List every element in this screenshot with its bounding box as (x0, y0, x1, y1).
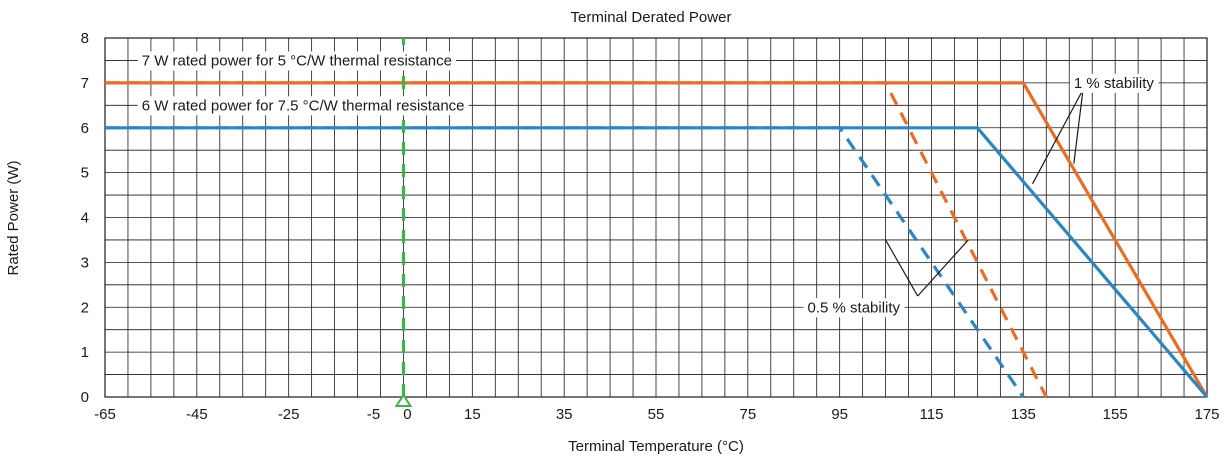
x-tick-label: 95 (831, 406, 848, 423)
annotation-label: 1 % stability (1074, 75, 1155, 92)
x-tick-label: 175 (1194, 406, 1219, 423)
x-tick-label: -25 (278, 406, 300, 423)
x-tick-label: 15 (464, 406, 481, 423)
temperature-marker-icon (394, 393, 413, 407)
annotation-background (137, 51, 457, 71)
series-group (105, 38, 1209, 407)
annotation-label: 7 W rated power for 5 °C/W thermal resis… (142, 52, 452, 69)
x-axis-label: Terminal Temperature (°C) (568, 438, 744, 455)
x-tick-label: 135 (1011, 406, 1036, 423)
annotation-background (803, 298, 905, 318)
grid (104, 37, 1208, 398)
x-tick-label: -5 (367, 406, 380, 423)
x-tick-label: -45 (186, 406, 208, 423)
annotations: 7 W rated power for 5 °C/W thermal resis… (137, 51, 1159, 318)
annotation-pointer (1073, 89, 1084, 164)
y-tick-label: 6 (81, 120, 89, 137)
annotation-pointer (1031, 89, 1084, 185)
annotation-background (1069, 73, 1159, 93)
annotation-label: 6 W rated power for 7.5 °C/W thermal res… (142, 97, 465, 114)
annotation-label: 0.5 % stability (808, 299, 901, 316)
y-tick-label: 5 (81, 165, 89, 182)
annotation-pointer (885, 239, 919, 297)
y-tick-label: 8 (81, 30, 89, 47)
x-tick-label: 75 (739, 406, 756, 423)
x-tick-label: 35 (556, 406, 573, 423)
y-tick-label: 7 (81, 75, 89, 92)
y-tick-label: 1 (81, 344, 89, 361)
annotation-background (137, 96, 469, 116)
y-tick-label: 2 (81, 299, 89, 316)
chart-title: Terminal Derated Power (571, 9, 732, 26)
x-tick-label: 55 (648, 406, 665, 423)
x-tick-label: -65 (94, 406, 116, 423)
plot-frame (104, 37, 1208, 398)
series-line-orange_1pct (105, 81, 1209, 398)
annotation-pointer (917, 239, 969, 297)
x-tick-label: 155 (1103, 406, 1128, 423)
y-tick-label: 3 (81, 254, 89, 271)
y-tick-label: 0 (81, 389, 89, 406)
series-line-orange_05pct (105, 81, 1048, 398)
y-tick-label: 4 (81, 210, 89, 227)
y-axis-label: Rated Power (W) (5, 160, 22, 275)
tick-labels: -65 -45 -25 -5 0 15 35 55 75 95 115 135 155 175 0 1 2 3 4 5… (81, 30, 1220, 423)
series-line-blue_05pct (105, 126, 1025, 398)
x-tick-label: 0 (403, 406, 411, 423)
x-tick-label: 115 (920, 406, 944, 423)
